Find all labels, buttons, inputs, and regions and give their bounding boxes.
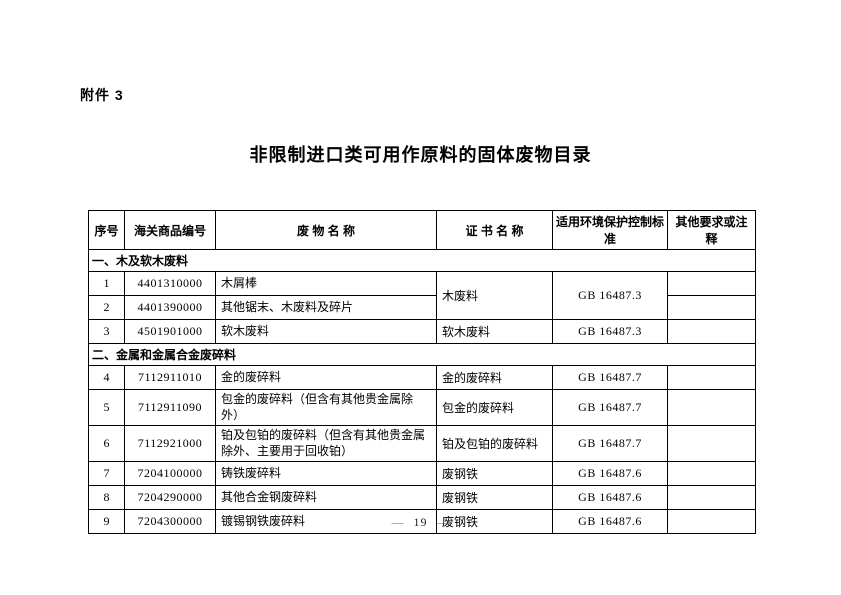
notes-cell <box>667 271 756 296</box>
section-row-wood: 一、木及软木废料 <box>88 249 756 272</box>
column-header-hs-code: 海关商品编号 <box>124 210 216 250</box>
serial-cell: 4 <box>88 365 125 390</box>
standard-cell: GB 16487.7 <box>552 365 668 390</box>
waste-name-cell: 包金的废碎料（但含有其他贵金属除外） <box>215 388 437 427</box>
standard-cell: GB 16487.6 <box>552 509 668 535</box>
notes-cell <box>667 365 756 390</box>
standard-cell: GB 16487.6 <box>552 485 668 511</box>
section-title: 二、金属和金属合金废碎料 <box>88 343 756 366</box>
cert-name-cell: 铂及包铂的废碎料 <box>436 425 553 463</box>
footer-dash-right: — <box>437 515 450 529</box>
cert-name-cell: 废钢铁 <box>436 509 553 535</box>
attachment-label: 附件 3 <box>80 87 124 103</box>
hs-code-cell: 7204290000 <box>124 485 216 511</box>
notes-cell <box>667 485 756 511</box>
standard-cell: GB 16487.3 <box>552 271 668 320</box>
cert-name-cell: 软木废料 <box>436 319 553 344</box>
column-header-serial: 序号 <box>88 210 125 250</box>
serial-cell: 6 <box>88 425 125 463</box>
hs-code-cell: 7112911090 <box>124 388 216 427</box>
footer-dash-left: — <box>391 515 404 529</box>
cert-name-cell: 包金的废碎料 <box>436 388 553 427</box>
notes-cell <box>667 319 756 344</box>
page-footer: — 19 — <box>0 515 841 530</box>
column-header-notes: 其他要求或注释 <box>667 210 756 250</box>
hs-code-cell: 4501901000 <box>124 319 216 344</box>
serial-cell: 3 <box>88 319 125 344</box>
cert-name-cell: 废钢铁 <box>436 461 553 487</box>
cert-name-cell: 废钢铁 <box>436 485 553 511</box>
notes-cell <box>667 295 756 320</box>
section-title: 一、木及软木废料 <box>88 249 756 272</box>
cert-name-cell: 木废料 <box>436 271 553 320</box>
waste-name-cell: 金的废碎料 <box>215 365 437 390</box>
serial-cell: 8 <box>88 485 125 511</box>
hs-code-cell: 7204300000 <box>124 509 216 535</box>
hs-code-cell: 7112921000 <box>124 425 216 463</box>
serial-cell: 1 <box>88 271 125 296</box>
waste-name-cell: 软木废料 <box>215 319 437 344</box>
waste-name-cell: 其他合金钢废碎料 <box>215 485 437 511</box>
waste-name-cell: 镀锡钢铁废碎料 <box>215 509 437 535</box>
serial-cell: 7 <box>88 461 125 487</box>
table-row: 5 7112911090 包金的废碎料（但含有其他贵金属除外） 包金的废碎料 G… <box>88 388 756 427</box>
column-header-cert-name: 证 书 名 称 <box>436 210 553 250</box>
footer-page-number: 19 <box>413 515 428 529</box>
section-row-metal: 二、金属和金属合金废碎料 <box>88 343 756 366</box>
notes-cell <box>667 388 756 427</box>
serial-cell: 9 <box>88 509 125 535</box>
hs-code-cell: 7204100000 <box>124 461 216 487</box>
column-header-standard: 适用环境保护控制标准 <box>552 210 668 250</box>
serial-cell: 5 <box>88 388 125 427</box>
table-row: 4 7112911010 金的废碎料 金的废碎料 GB 16487.7 <box>88 365 756 390</box>
waste-name-cell: 铂及包铂的废碎料（但含有其他贵金属除外、主要用于回收铂） <box>215 425 437 463</box>
table-row: 9 7204300000 镀锡钢铁废碎料 废钢铁 GB 16487.6 <box>88 509 756 535</box>
waste-name-cell: 木屑棒 <box>215 271 437 296</box>
hs-code-cell: 4401390000 <box>124 295 216 320</box>
notes-cell <box>667 425 756 463</box>
notes-cell <box>667 461 756 487</box>
table-row: 6 7112921000 铂及包铂的废碎料（但含有其他贵金属除外、主要用于回收铂… <box>88 425 756 463</box>
waste-catalog-table: 序号 海关商品编号 废 物 名 称 证 书 名 称 适用环境保护控制标准 其他要… <box>88 210 756 535</box>
serial-cell: 2 <box>88 295 125 320</box>
notes-cell <box>667 509 756 535</box>
standard-cell: GB 16487.6 <box>552 461 668 487</box>
standard-cell: GB 16487.3 <box>552 319 668 344</box>
waste-name-cell: 其他锯末、木废料及碎片 <box>215 295 437 320</box>
table-row: 1 4401310000 木屑棒 木废料 GB 16487.3 <box>88 271 756 320</box>
table-row: 7 7204100000 铸铁废碎料 废钢铁 GB 16487.6 <box>88 461 756 487</box>
table-header-row: 序号 海关商品编号 废 物 名 称 证 书 名 称 适用环境保护控制标准 其他要… <box>88 210 756 250</box>
standard-cell: GB 16487.7 <box>552 425 668 463</box>
table-row: 3 4501901000 软木废料 软木废料 GB 16487.3 <box>88 319 756 344</box>
document-title: 非限制进口类可用作原料的固体废物目录 <box>249 145 592 165</box>
hs-code-cell: 7112911010 <box>124 365 216 390</box>
cert-name-cell: 金的废碎料 <box>436 365 553 390</box>
waste-name-cell: 铸铁废碎料 <box>215 461 437 487</box>
standard-cell: GB 16487.7 <box>552 388 668 427</box>
hs-code-cell: 4401310000 <box>124 271 216 296</box>
column-header-waste-name: 废 物 名 称 <box>215 210 437 250</box>
table-row: 8 7204290000 其他合金钢废碎料 废钢铁 GB 16487.6 <box>88 485 756 511</box>
